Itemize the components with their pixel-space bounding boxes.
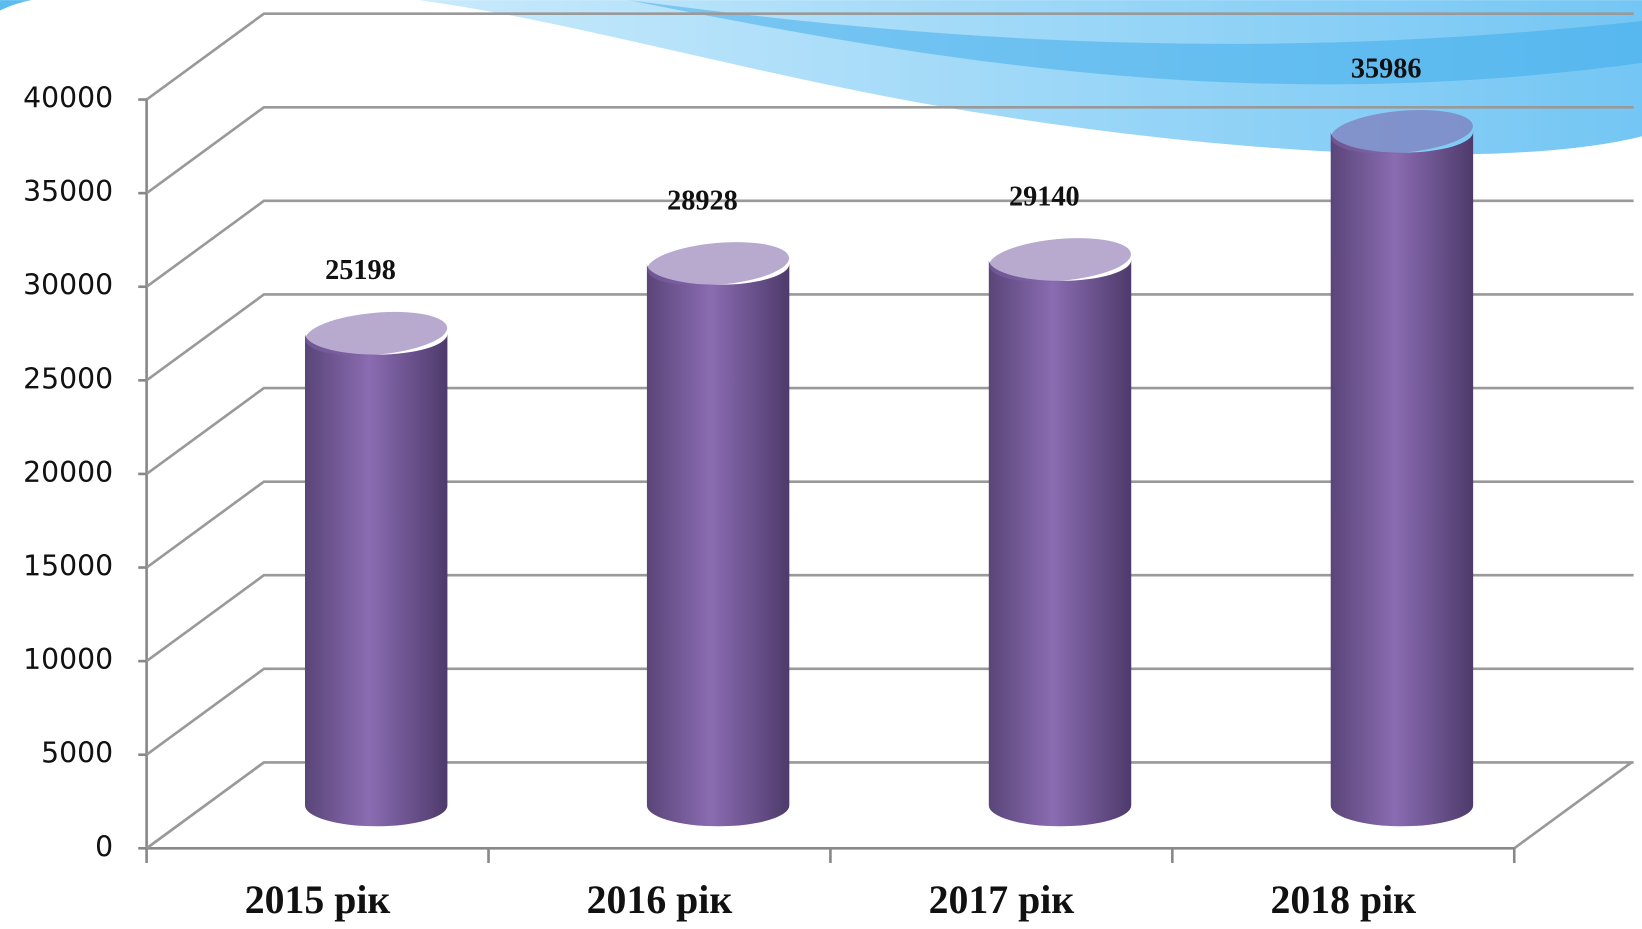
bars: 2015 рік 25198 2016 рік 28928 2017 рік 29140 2…: [245, 53, 1474, 922]
grid-line: [145, 199, 1634, 288]
decoration: [0, 0, 1642, 155]
bar: [304, 333, 448, 827]
y-tick-label: 35000: [23, 175, 113, 208]
grid-line: [145, 480, 1634, 569]
value-label: 29140: [1009, 181, 1080, 212]
bar-top: [989, 238, 1131, 282]
bar: [988, 259, 1132, 827]
grid-line: [145, 386, 1634, 475]
grid-line: [145, 293, 1634, 382]
value-label: 28928: [667, 185, 738, 216]
bar-top: [305, 311, 448, 356]
y-tick-label: 20000: [23, 456, 113, 489]
x-tick-label: 2015 рік: [245, 878, 391, 922]
bar: [646, 263, 790, 827]
y-tick-label: 15000: [23, 550, 113, 583]
bar-top: [1330, 109, 1473, 154]
grid-line: [145, 12, 1634, 101]
grid: 0 5000 10000 15000 20000 25000 30000 35000 40000: [23, 12, 1634, 863]
value-label: 35986: [1351, 53, 1422, 84]
y-tick-label: 25000: [23, 362, 113, 395]
bar: [1330, 131, 1474, 827]
y-tick-label: 5000: [41, 737, 113, 770]
grid-line: [145, 667, 1634, 756]
value-label: 25198: [325, 255, 396, 286]
y-tick-label: 0: [95, 830, 113, 863]
x-tick-label: 2017 рік: [929, 878, 1075, 922]
grid-line: [145, 105, 1634, 195]
y-tick-label: 30000: [23, 269, 113, 302]
grid-line: [145, 573, 1634, 663]
bar-top: [647, 242, 790, 286]
x-tick-label: 2016 рік: [587, 878, 733, 922]
grid-line: [145, 761, 1634, 850]
x-tick-label: 2018 рік: [1270, 878, 1416, 922]
y-tick-label: 40000: [23, 82, 113, 115]
y-tick-label: 10000: [23, 643, 113, 676]
